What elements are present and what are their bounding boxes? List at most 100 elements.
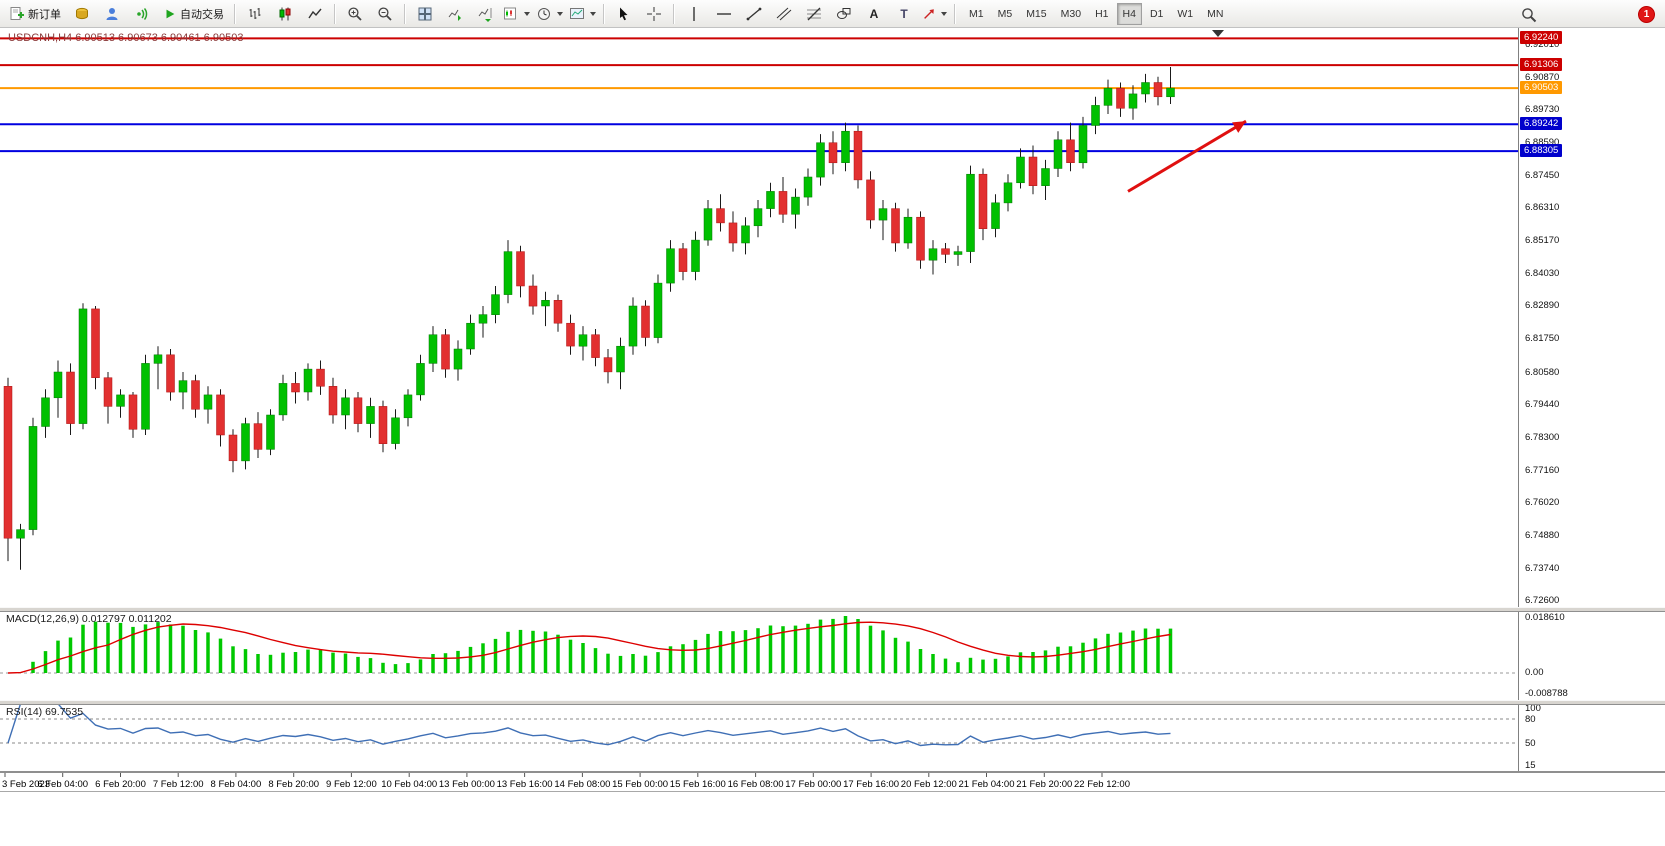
- svg-text:10 Feb 04:00: 10 Feb 04:00: [381, 779, 437, 790]
- text-label-tool-button[interactable]: T: [889, 2, 919, 26]
- horizontal-line-icon: [717, 12, 731, 15]
- vertical-line-button[interactable]: [679, 2, 709, 26]
- main-price-chart[interactable]: [0, 28, 1518, 607]
- toolbar-separator: [954, 3, 956, 24]
- macd-scale-min: -0.008788: [1525, 688, 1568, 699]
- tab-d1[interactable]: D1: [1149, 7, 1164, 20]
- fibonacci-button[interactable]: [799, 2, 829, 26]
- toolbar-separator: [404, 3, 406, 24]
- rsi-scale-80: 80: [1525, 714, 1536, 725]
- tab-m1[interactable]: M1: [969, 7, 984, 20]
- market-button[interactable]: [67, 2, 97, 26]
- tab-m30[interactable]: M30: [1060, 7, 1082, 20]
- tab-m5[interactable]: M5: [997, 7, 1013, 20]
- svg-text:15 Feb 16:00: 15 Feb 16:00: [670, 779, 726, 790]
- svg-text:13 Feb 00:00: 13 Feb 00:00: [439, 779, 495, 790]
- svg-text:3 Feb 2023: 3 Feb 2023: [2, 779, 50, 790]
- candlestick-chart-button[interactable]: [270, 2, 300, 26]
- vertical-line-icon: [693, 6, 695, 21]
- svg-text:13 Feb 16:00: 13 Feb 16:00: [497, 779, 553, 790]
- community-icon: [106, 7, 118, 20]
- price-tick: 6.90870: [1525, 72, 1560, 83]
- profiles-dropdown[interactable]: [533, 2, 566, 26]
- price-tick: 6.85170: [1525, 235, 1560, 246]
- price-badge: 6.88305: [1520, 144, 1563, 157]
- svg-text:17 Feb 00:00: 17 Feb 00:00: [785, 779, 841, 790]
- chevron-down-icon: [941, 11, 947, 16]
- toolbar-separator: [673, 3, 675, 24]
- price-tick: 6.72600: [1525, 595, 1560, 606]
- new-order-button[interactable]: 新订单: [3, 2, 67, 26]
- panel-divider-rsi[interactable]: [0, 700, 1665, 705]
- community-button[interactable]: [97, 2, 127, 26]
- new-chart-icon: [504, 7, 516, 19]
- arrows-tool-icon: [924, 8, 934, 19]
- arrows-dropdown[interactable]: [919, 2, 950, 26]
- zoom-out-icon: [378, 6, 392, 21]
- text-tool-button[interactable]: A: [859, 2, 889, 26]
- bottom-strip: [0, 791, 1665, 846]
- price-tick: 6.82890: [1525, 300, 1560, 311]
- toolbar-separator: [603, 3, 605, 24]
- line-chart-button[interactable]: [300, 2, 330, 26]
- svg-text:22 Feb 12:00: 22 Feb 12:00: [1074, 779, 1130, 790]
- fibonacci-icon: [807, 7, 821, 20]
- new-order-label: 新订单: [28, 8, 61, 21]
- price-tick: 6.78300: [1525, 432, 1560, 443]
- chevron-down-icon: [524, 11, 530, 16]
- crosshair-button[interactable]: [639, 2, 669, 26]
- price-axis[interactable]: 6.92010 6.90870 6.89730 6.88590 6.87450 6.863…: [1518, 28, 1665, 771]
- svg-text:16 Feb 08:00: 16 Feb 08:00: [728, 779, 784, 790]
- price-tick: 6.77160: [1525, 465, 1560, 476]
- svg-text:17 Feb 16:00: 17 Feb 16:00: [843, 779, 899, 790]
- price-tick: 6.81750: [1525, 333, 1560, 344]
- tab-w1[interactable]: W1: [1177, 7, 1194, 20]
- price-tick: 6.73740: [1525, 563, 1560, 574]
- price-tick: 6.87450: [1525, 170, 1560, 181]
- horizontal-line-button[interactable]: [709, 2, 739, 26]
- svg-text:21 Feb 04:00: 21 Feb 04:00: [959, 779, 1015, 790]
- templates-dropdown[interactable]: [566, 2, 599, 26]
- price-tick: 6.88590: [1525, 137, 1560, 148]
- auto-trading-button[interactable]: 自动交易: [157, 2, 230, 26]
- tile-windows-button[interactable]: [410, 2, 440, 26]
- equidistant-channel-button[interactable]: [769, 2, 799, 26]
- chart-shift-button[interactable]: [470, 2, 500, 26]
- bar-chart-button[interactable]: [240, 2, 270, 26]
- svg-text:20 Feb 12:00: 20 Feb 12:00: [901, 779, 957, 790]
- tab-h4[interactable]: H4: [1116, 2, 1142, 25]
- shapes-button[interactable]: [829, 2, 859, 26]
- notification-badge[interactable]: 1: [1638, 6, 1655, 23]
- tab-mn[interactable]: MN: [1207, 7, 1224, 20]
- tab-h1[interactable]: H1: [1095, 7, 1109, 20]
- svg-text:7 Feb 12:00: 7 Feb 12:00: [153, 779, 204, 790]
- chart-region: USDCNH,H4 6.90513 6.90673 6.90461 6.9050…: [0, 28, 1665, 846]
- price-badge: 6.90503: [1520, 81, 1563, 94]
- price-badge: 6.91306: [1520, 58, 1563, 71]
- rsi-panel[interactable]: [0, 703, 1518, 771]
- chart-shift-icon: [478, 7, 492, 22]
- trendline-button[interactable]: [739, 2, 769, 26]
- chart-title: USDCNH,H4 6.90513 6.90673 6.90461 6.9050…: [8, 32, 244, 44]
- search-button[interactable]: [1514, 3, 1544, 27]
- zoom-out-button[interactable]: [370, 2, 400, 26]
- new-chart-dropdown[interactable]: [500, 2, 533, 26]
- price-tick: 6.74880: [1525, 530, 1560, 541]
- cursor-button[interactable]: [609, 2, 639, 26]
- signals-button[interactable]: [127, 2, 157, 26]
- templates-icon: [570, 7, 584, 19]
- auto-scroll-button[interactable]: [440, 2, 470, 26]
- svg-text:21 Feb 20:00: 21 Feb 20:00: [1016, 779, 1072, 790]
- line-chart-icon: [308, 8, 322, 18]
- toolbar-separator: [334, 3, 336, 24]
- svg-text:6 Feb 20:00: 6 Feb 20:00: [95, 779, 146, 790]
- zoom-in-icon: [348, 6, 362, 21]
- macd-label: MACD(12,26,9) 0.012797 0.011202: [6, 613, 172, 625]
- macd-panel[interactable]: [0, 610, 1518, 700]
- chevron-down-icon: [590, 11, 596, 16]
- zoom-in-button[interactable]: [340, 2, 370, 26]
- panel-divider-macd[interactable]: [0, 607, 1665, 612]
- tab-m15[interactable]: M15: [1026, 7, 1047, 20]
- crosshair-icon: [647, 6, 661, 21]
